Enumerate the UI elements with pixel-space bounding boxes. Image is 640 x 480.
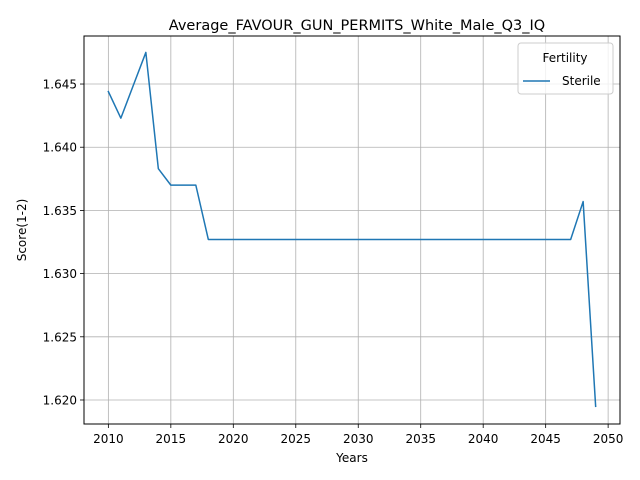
x-axis: 2010 2015 2020 2025 2030 2035 2040 2045 2050 (93, 424, 623, 446)
x-tick-label: 2020 (218, 432, 249, 446)
series-layer (107, 51, 597, 408)
legend-title: Fertility (542, 51, 587, 65)
x-axis-label: Years (335, 451, 368, 465)
x-tick-label: 2035 (405, 432, 436, 446)
y-axis-label: Score(1-2) (15, 199, 29, 262)
x-tick-label: 2045 (530, 432, 561, 446)
legend-label-sterile: Sterile (562, 74, 601, 88)
x-tick-label: 2015 (156, 432, 187, 446)
x-tick-label: 2050 (593, 432, 624, 446)
grid (84, 36, 620, 424)
y-tick-label: 1.635 (43, 204, 77, 218)
x-tick-label: 2040 (468, 432, 499, 446)
series-line-sterile (107, 51, 597, 408)
plot-area-frame (83, 35, 621, 425)
y-tick-label: 1.625 (43, 330, 77, 344)
y-axis: 1.620 1.625 1.630 1.635 1.640 1.645 (43, 78, 84, 407)
legend: Fertility Sterile (517, 42, 614, 95)
x-tick-label: 2010 (93, 432, 124, 446)
y-tick-label: 1.630 (43, 267, 77, 281)
y-tick-label: 1.640 (43, 141, 77, 155)
y-tick-label: 1.620 (43, 393, 77, 407)
x-tick-label: 2030 (343, 432, 374, 446)
x-tick-label: 2025 (281, 432, 312, 446)
y-tick-label: 1.645 (43, 78, 77, 92)
chart-title: Average_FAVOUR_GUN_PERMITS_White_Male_Q3… (169, 18, 545, 34)
